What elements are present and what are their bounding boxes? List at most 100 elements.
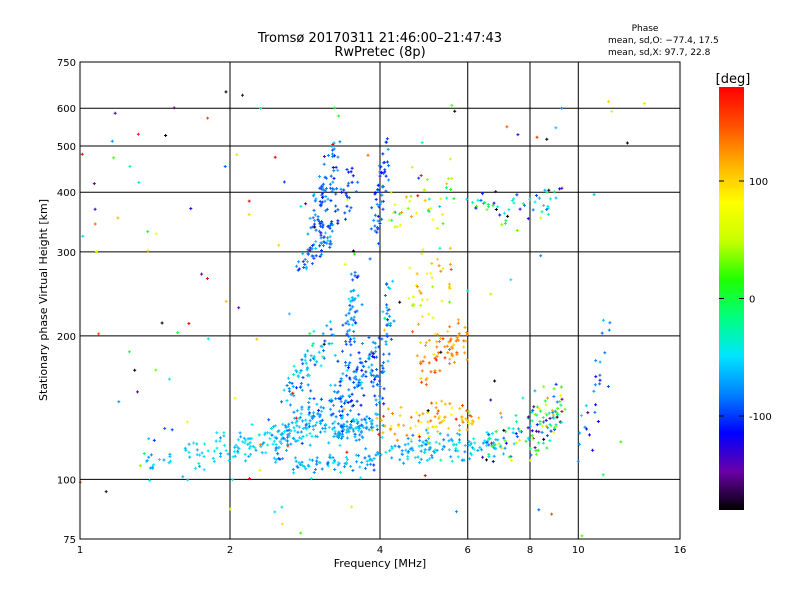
data-point	[539, 216, 543, 220]
data-point	[307, 401, 311, 404]
data-point	[317, 229, 321, 233]
data-point	[344, 313, 348, 317]
data-point	[328, 320, 332, 324]
data-point	[422, 188, 426, 192]
data-point	[642, 102, 646, 105]
data-point	[419, 303, 423, 307]
data-point	[452, 343, 456, 347]
data-point	[529, 453, 533, 457]
data-point	[476, 198, 480, 202]
data-point	[286, 439, 289, 443]
data-point	[356, 420, 360, 424]
data-point	[340, 405, 344, 409]
data-point	[292, 373, 296, 376]
data-point	[402, 423, 406, 427]
data-point	[487, 433, 491, 436]
data-point	[596, 420, 600, 423]
data-point	[365, 459, 369, 463]
data-point	[425, 272, 429, 276]
data-point	[523, 203, 526, 207]
data-point	[133, 368, 137, 372]
data-point	[353, 435, 357, 439]
data-point	[327, 441, 331, 445]
data-point	[300, 405, 304, 409]
data-point	[297, 461, 301, 465]
data-point	[463, 351, 467, 355]
data-point	[284, 426, 288, 429]
data-point	[355, 460, 359, 464]
data-point	[194, 466, 198, 470]
data-point	[304, 427, 308, 431]
data-point	[550, 408, 554, 412]
data-point	[536, 405, 539, 409]
data-point	[294, 421, 298, 425]
data-point	[241, 440, 245, 444]
data-point	[339, 400, 343, 404]
data-point	[313, 363, 317, 367]
data-point	[263, 433, 267, 437]
data-point	[532, 405, 536, 409]
data-point	[405, 433, 409, 437]
data-point	[489, 398, 493, 402]
data-point	[149, 453, 153, 457]
data-point	[607, 100, 611, 104]
data-point	[338, 384, 342, 388]
data-point	[494, 430, 498, 434]
data-point	[268, 437, 272, 441]
data-point	[203, 442, 206, 446]
data-point	[353, 321, 357, 325]
data-point	[358, 465, 362, 469]
data-point	[188, 455, 192, 459]
data-point	[389, 427, 393, 431]
data-point	[342, 188, 346, 192]
data-point	[406, 455, 410, 459]
data-point	[95, 250, 98, 254]
data-point	[455, 510, 458, 514]
data-point	[544, 418, 548, 422]
data-point	[326, 154, 330, 157]
data-point	[206, 116, 210, 120]
data-point	[280, 437, 284, 441]
gridlines	[80, 62, 680, 539]
data-point	[305, 433, 309, 437]
data-point	[450, 176, 454, 180]
data-point	[559, 403, 563, 407]
data-point	[274, 446, 278, 450]
data-point	[308, 248, 312, 252]
data-point	[346, 413, 350, 417]
data-point	[411, 295, 415, 299]
data-point	[424, 344, 427, 347]
data-point	[448, 357, 452, 361]
data-point	[234, 443, 238, 447]
data-point	[242, 436, 246, 440]
data-point	[249, 452, 253, 456]
data-point	[420, 369, 424, 373]
data-point	[576, 459, 580, 463]
data-point	[375, 428, 379, 432]
data-point	[276, 452, 280, 456]
data-point	[378, 385, 382, 389]
data-point	[442, 445, 446, 449]
data-point	[349, 409, 353, 413]
data-point	[452, 360, 456, 364]
data-point	[549, 429, 553, 433]
data-point	[465, 333, 469, 337]
data-point	[457, 441, 461, 444]
data-point	[340, 425, 344, 429]
data-point	[294, 439, 298, 443]
data-point	[433, 415, 437, 419]
data-point	[189, 207, 193, 211]
data-point	[500, 415, 503, 419]
data-point	[355, 399, 359, 403]
data-point	[481, 192, 484, 196]
data-point	[398, 300, 402, 304]
data-point	[274, 458, 278, 461]
data-point	[485, 430, 489, 434]
data-point	[419, 420, 423, 424]
data-point	[447, 285, 451, 289]
data-point	[367, 365, 371, 369]
data-point	[243, 452, 247, 456]
data-point	[450, 439, 454, 443]
data-point	[292, 394, 296, 398]
data-point	[212, 459, 216, 463]
